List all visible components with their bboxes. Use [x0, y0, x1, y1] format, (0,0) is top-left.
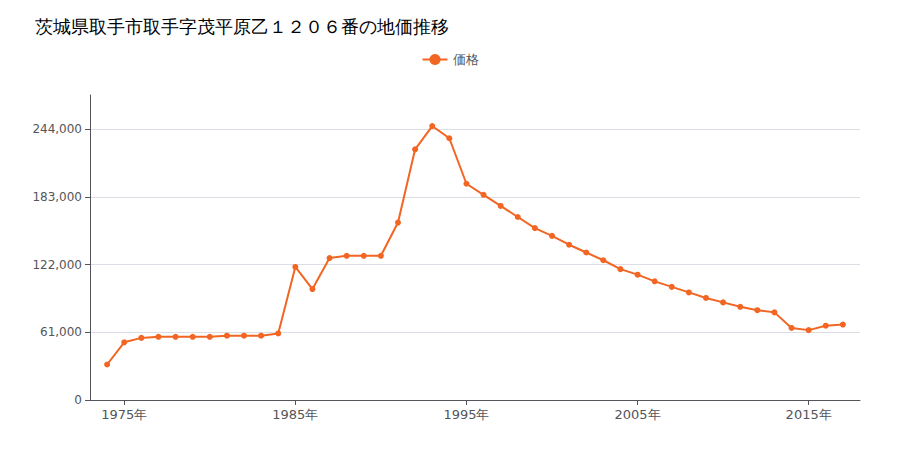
- svg-text:61,000: 61,000: [40, 325, 82, 339]
- svg-text:茨城県取手市取手字茂平原乙１２０６番の地価推移: 茨城県取手市取手字茂平原乙１２０６番の地価推移: [35, 16, 449, 37]
- svg-text:183,000: 183,000: [32, 190, 82, 204]
- svg-text:1985年: 1985年: [272, 407, 318, 422]
- svg-text:2005年: 2005年: [615, 407, 661, 422]
- svg-text:価格: 価格: [453, 52, 479, 67]
- svg-text:2015年: 2015年: [786, 407, 832, 422]
- svg-text:1995年: 1995年: [443, 407, 489, 422]
- svg-text:244,000: 244,000: [32, 122, 82, 136]
- svg-text:1975年: 1975年: [101, 407, 147, 422]
- svg-text:122,000: 122,000: [32, 258, 82, 272]
- svg-text:0: 0: [74, 393, 82, 407]
